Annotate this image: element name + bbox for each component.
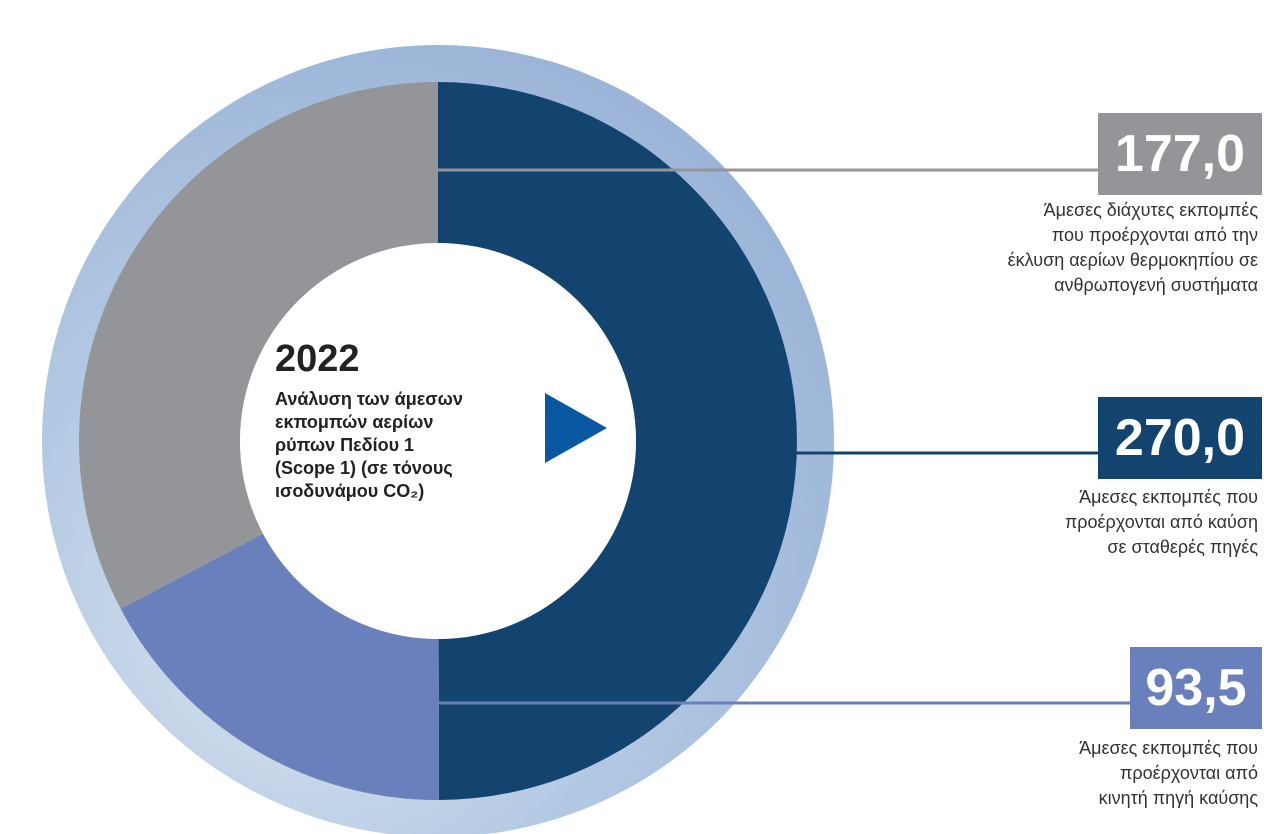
donut-hole [240,243,636,639]
category-line: Άμεσες εκπομπές που [1079,487,1258,507]
value-label: 270,0 [1098,397,1262,479]
subtitle-line: ρύπων Πεδίου 1 [275,435,415,455]
category-label: Άμεσες εκπομπές που προέρχονται από καύση… [1065,485,1258,560]
category-line: προέρχονται από καύση [1064,512,1258,532]
value-label: 93,5 [1130,647,1262,729]
subtitle-line: (Scope 1) (σε τόνους [275,458,453,478]
play-icon [545,393,607,463]
donut-segment [79,82,438,609]
subtitle-line: ισοδυνάμου CO₂) [275,481,425,501]
subtitle-line: Ανάλυση των άμεσων [275,389,463,409]
category-line: που προέρχονται από την [1051,225,1258,245]
category-label: Άμεσες διάχυτες εκπομπές που προέρχονται … [1008,198,1258,298]
category-label: Άμεσες εκπομπές που προέρχονται από κινητή… [1079,736,1258,811]
category-line: κινητή πηγή καύσης [1098,788,1258,808]
category-line: Άμεσες εκπομπές που [1079,738,1258,758]
category-line: προέρχονται από [1119,763,1258,783]
subtitle-line: εκπομπών αερίων [275,412,434,432]
category-line: σε σταθερές πηγές [1107,537,1258,557]
donut-segment [120,533,440,800]
category-line: έκλυση αερίων θερμοκηπίου σε [1007,250,1258,270]
chart-title: 2022 [275,338,360,380]
donut-segment [438,82,797,800]
chart-subtitle: Ανάλυση των άμεσων εκπομπών αερίων ρύπων Π… [275,388,463,503]
value-label: 177,0 [1098,113,1262,195]
category-line: Άμεσες διάχυτες εκπομπές [1043,200,1258,220]
category-line: ανθρωπογενή συστήματα [1054,275,1258,295]
